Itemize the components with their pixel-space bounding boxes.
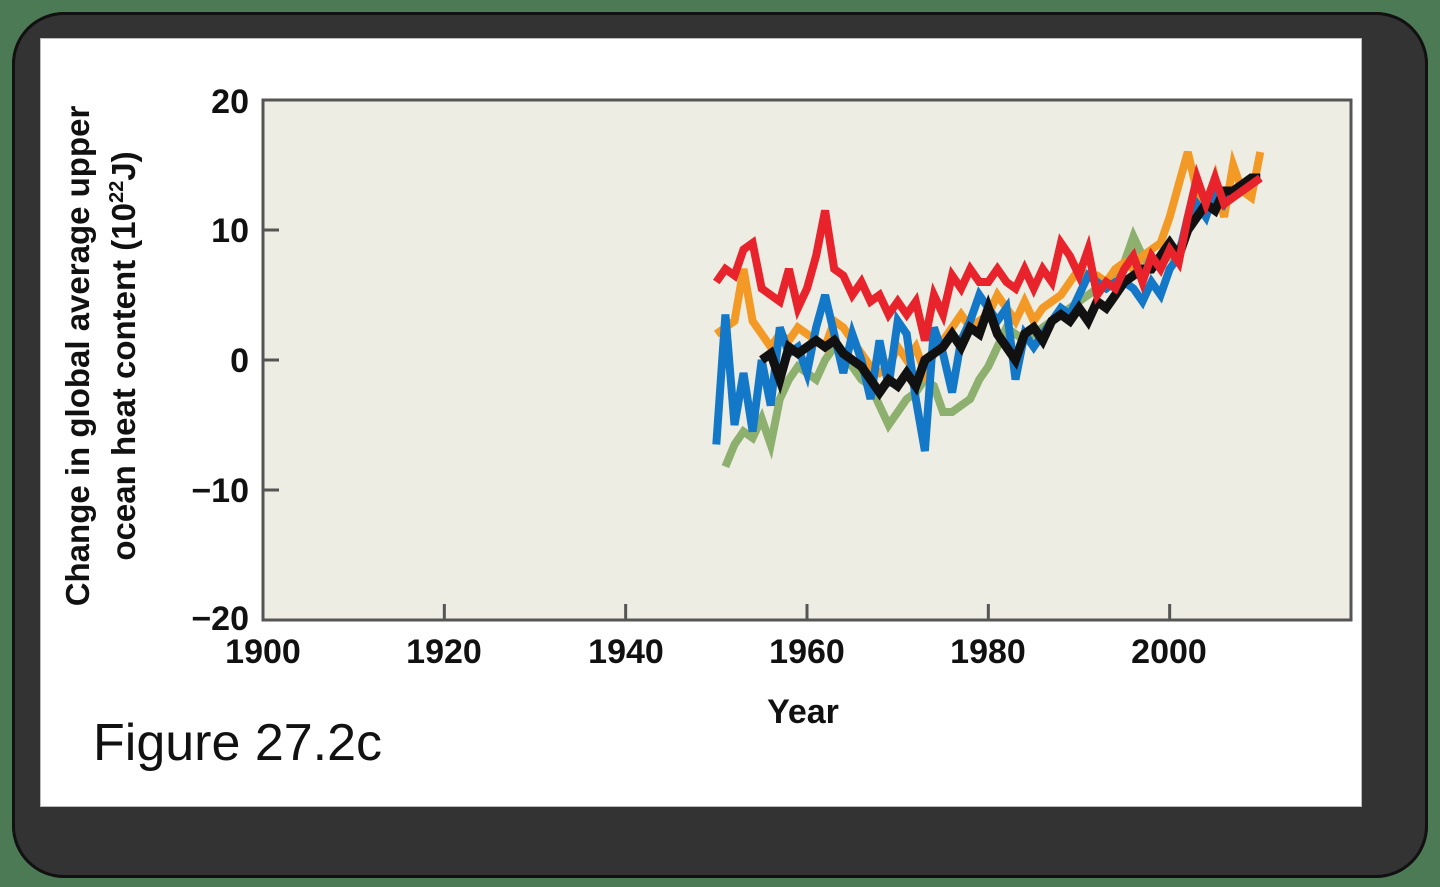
y-axis-label-line1: Change in global average upper [59,105,96,607]
y-tick-neg20: −20 [191,600,249,638]
x-tick-1960: 1960 [769,633,845,671]
x-axis-label: Year [767,693,839,731]
x-tick-1980: 1980 [950,633,1026,671]
series-line-red [713,163,1263,342]
x-tick-2000: 2000 [1131,633,1207,671]
y-tick-neg10: −10 [191,472,249,510]
figure-card: Change in global average upper ocean hea… [40,38,1362,807]
x-tick-1920: 1920 [406,633,482,671]
y-tick-10: 10 [211,212,249,250]
ocean-heat-content-chart [261,98,1353,622]
y-axis-label-line2: ocean heat content (1022J) [105,151,142,561]
y-axis-label: Change in global average upper ocean hea… [51,41,151,671]
figure-caption: Figure 27.2c [93,714,383,772]
x-tick-1900: 1900 [225,633,301,671]
y-tick-0: 0 [230,342,249,380]
x-tick-1940: 1940 [588,633,664,671]
axis-ticks [263,228,1172,620]
y-tick-20: 20 [211,83,249,121]
data-lines [712,149,1265,469]
